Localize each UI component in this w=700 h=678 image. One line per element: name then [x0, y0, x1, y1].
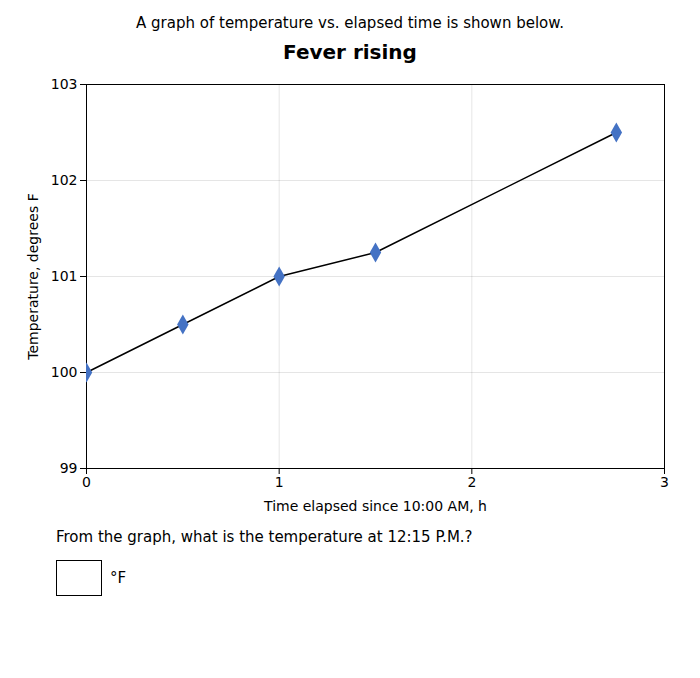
svg-text:1: 1 [275, 474, 284, 490]
svg-text:Time elapsed since 10:00 AM, h: Time elapsed since 10:00 AM, h [263, 498, 487, 514]
svg-text:2: 2 [467, 474, 476, 490]
html-text:A graph of temperature vs. ela: A graph of temperature vs. elapsed time … [136, 14, 564, 32]
svg-text:102: 102 [51, 172, 78, 188]
svg-text:100: 100 [51, 364, 78, 380]
html-text:From the graph, what is the te: From the graph, what is the temperature … [56, 528, 473, 546]
svg-text:3: 3 [660, 474, 669, 490]
html-text:Fever rising: Fever rising [283, 40, 417, 64]
html-text:°F: °F [110, 569, 127, 587]
svg-text:Temperature, degrees F: Temperature, degrees F [25, 193, 41, 360]
svg-text:101: 101 [51, 268, 78, 284]
svg-text:103: 103 [51, 76, 78, 92]
svg-text:99: 99 [60, 460, 78, 476]
svg-text:0: 0 [82, 474, 91, 490]
